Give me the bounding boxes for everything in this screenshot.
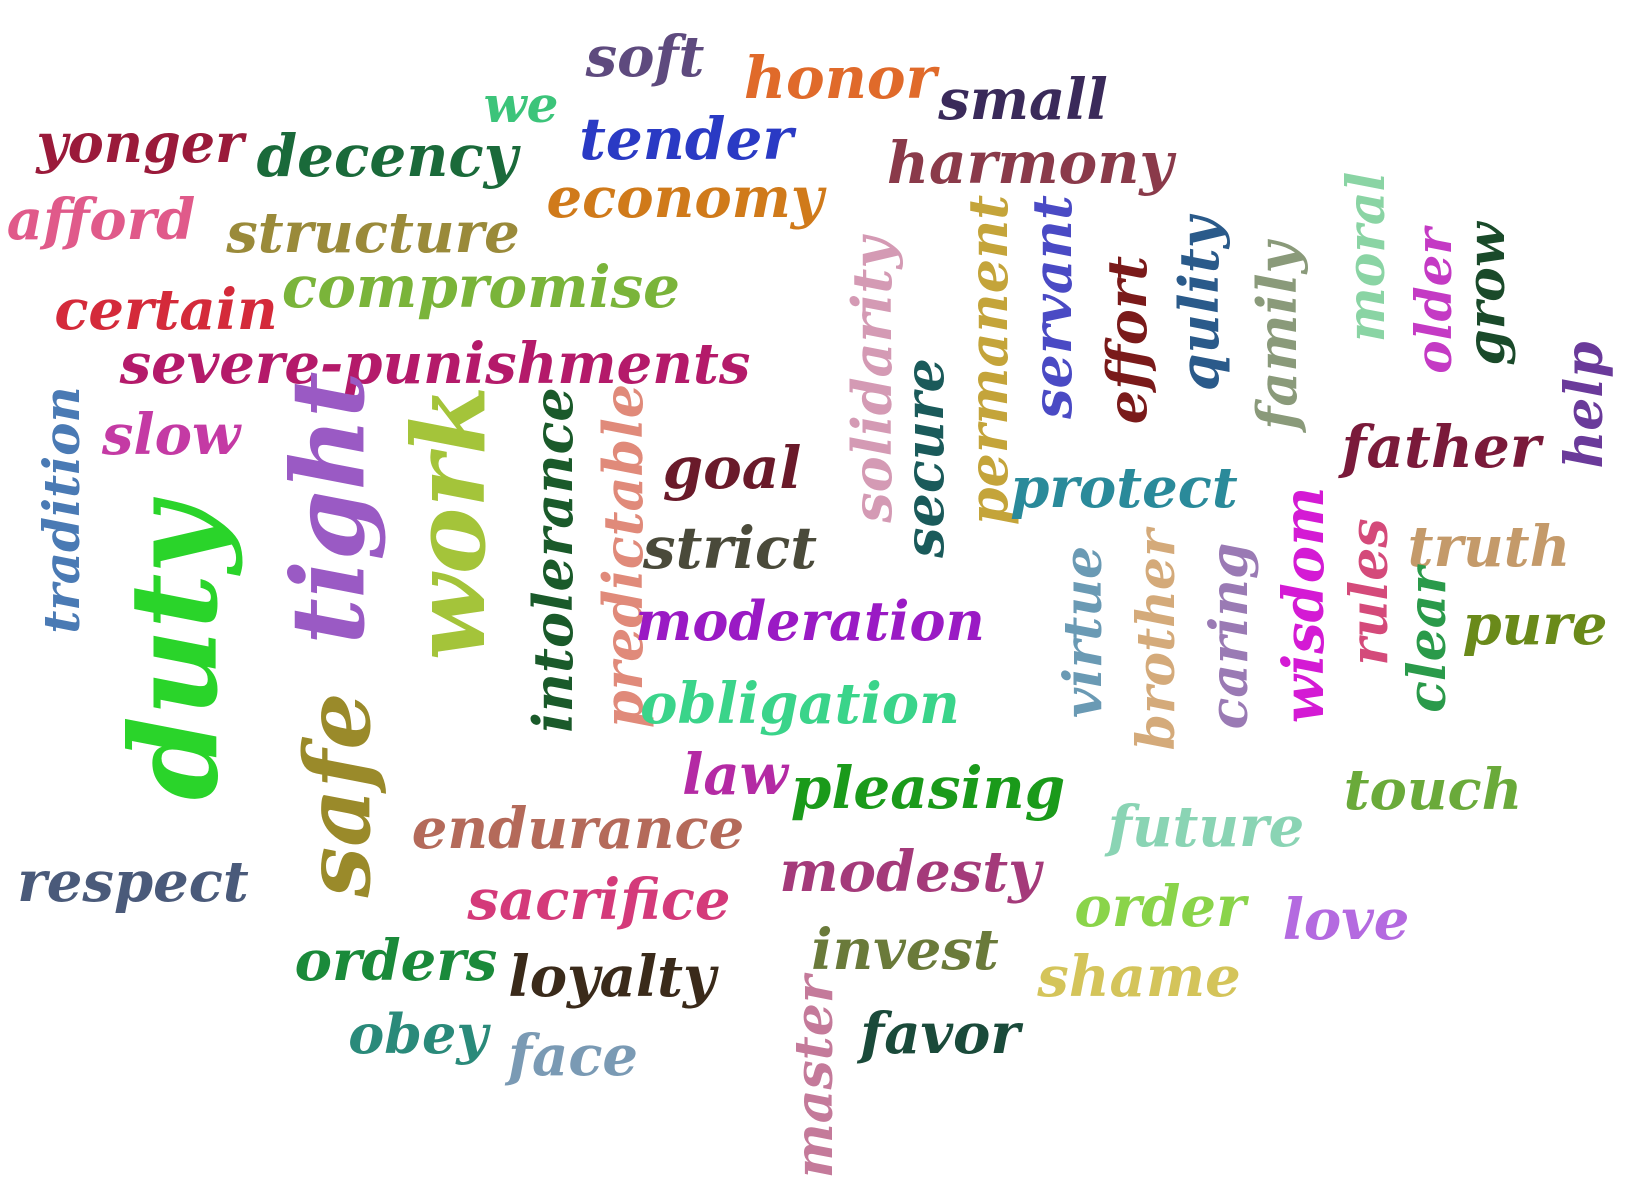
word-favor: favor: [860, 1001, 1020, 1067]
word-shame: shame: [1037, 944, 1241, 1010]
word-secure: secure: [892, 358, 956, 558]
word-tradition: tradition: [32, 386, 91, 634]
word-clear: clear: [1397, 567, 1458, 713]
word-servant: servant: [1020, 195, 1084, 419]
word-pure: pure: [1462, 592, 1608, 658]
word-rules: rules: [1339, 518, 1400, 666]
word-caring: caring: [1199, 542, 1260, 730]
word-loyalty: loyalty: [508, 944, 716, 1010]
word-soft: soft: [585, 24, 705, 90]
word-truth: truth: [1407, 514, 1571, 580]
word-touch: touch: [1343, 757, 1523, 823]
word-law: law: [682, 742, 788, 808]
word-safe: safe: [285, 692, 391, 898]
word-love: love: [1282, 887, 1410, 953]
word-sacrifice: sacrifice: [467, 867, 731, 933]
word-permanent: permanent: [956, 194, 1020, 526]
word-wisdom: wisdom: [1271, 486, 1337, 724]
word-protect: protect: [1010, 455, 1238, 521]
word-obligation: obligation: [640, 671, 960, 737]
word-severe-punishments: severe-punishments: [119, 331, 751, 397]
word-work: work: [390, 385, 508, 661]
word-qulity: qulity: [1167, 216, 1231, 392]
word-orders: orders: [294, 928, 498, 994]
word-master: master: [784, 975, 845, 1179]
word-harmony: harmony: [886, 129, 1174, 197]
word-tight: tight: [269, 371, 387, 645]
word-strict: strict: [642, 514, 818, 582]
word-structure: structure: [226, 200, 520, 266]
word-moral: moral: [1336, 171, 1397, 343]
word-face: face: [507, 1023, 639, 1089]
word-endurance: endurance: [411, 796, 745, 862]
word-solidarity: solidarity: [840, 237, 904, 523]
word-older: older: [1404, 228, 1463, 374]
word-compromise: compromise: [281, 253, 681, 321]
word-grow: grow: [1456, 222, 1517, 366]
word-honor: honor: [743, 44, 937, 112]
word-respect: respect: [17, 849, 249, 915]
word-order: order: [1074, 874, 1246, 940]
word-pleasing: pleasing: [790, 754, 1066, 822]
word-obey: obey: [348, 1002, 488, 1066]
word-brother: brother: [1126, 529, 1187, 751]
word-invest: invest: [811, 917, 999, 983]
word-goal: goal: [662, 434, 802, 502]
word-certain: certain: [54, 277, 278, 343]
word-modesty: modesty: [779, 839, 1041, 905]
word-virtue: virtue: [1053, 545, 1114, 719]
word-effort: effort: [1095, 255, 1159, 425]
word-afford: afford: [6, 187, 196, 253]
word-duty: duty: [104, 503, 245, 801]
word-yonger: yonger: [36, 111, 244, 175]
word-future: future: [1107, 794, 1305, 860]
word-economy: economy: [546, 165, 824, 231]
word-we: we: [483, 75, 559, 134]
word-decency: decency: [256, 122, 518, 190]
word-father: father: [1341, 413, 1541, 481]
word-help: help: [1554, 341, 1615, 469]
word-family: family: [1245, 242, 1309, 430]
word-small: small: [938, 67, 1108, 133]
word-moderation: moderation: [635, 589, 985, 653]
word-tender: tender: [579, 105, 793, 173]
word-slow: slow: [101, 402, 241, 468]
word-intolerance: intolerance: [521, 387, 585, 733]
